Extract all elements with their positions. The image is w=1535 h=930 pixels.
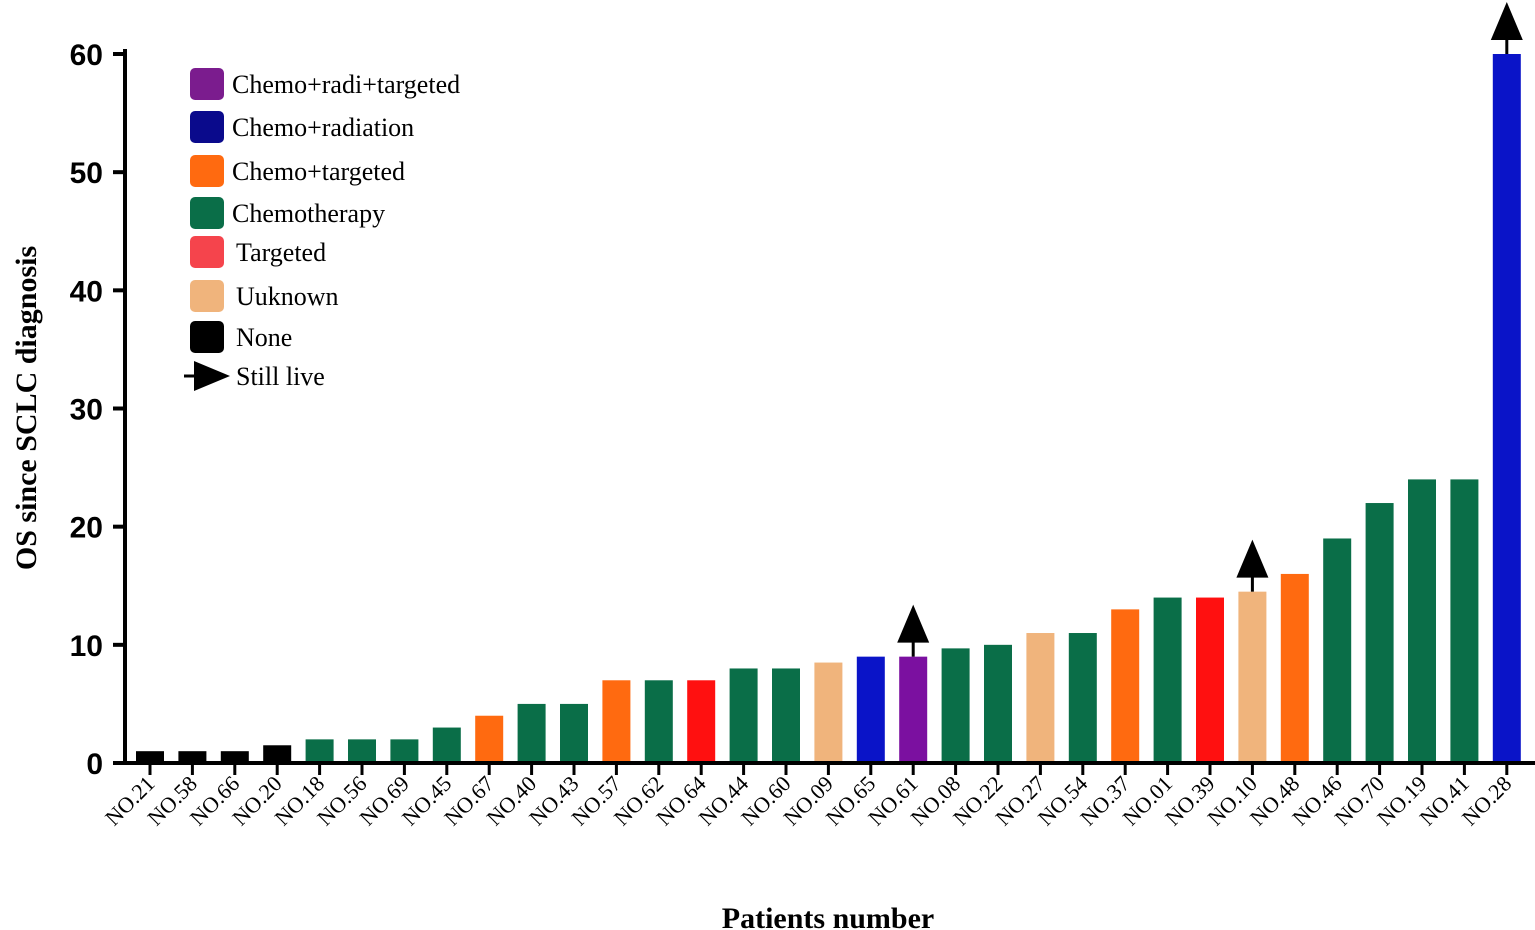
bar-no-46	[1323, 538, 1352, 763]
bar-no-40	[517, 703, 546, 763]
x-axis-title: Patients number	[722, 902, 935, 930]
legend: Chemo+radi+targeted Chemo+radiation Chemo+…	[184, 68, 460, 391]
legend-label: Targeted	[236, 238, 326, 267]
legend-swatch	[190, 111, 224, 143]
bar-no-37	[1111, 609, 1140, 763]
legend-label: Chemo+targeted	[232, 157, 405, 186]
bar-no-60	[772, 668, 800, 763]
legend-label: Chemotherapy	[232, 199, 385, 228]
bar-no-62	[644, 680, 673, 763]
y-axis-title: OS since SCLC diagnosis	[10, 246, 43, 570]
legend-label: Uuknown	[236, 282, 339, 311]
legend-swatch	[190, 321, 224, 353]
still-live-legend-icon	[194, 361, 230, 391]
bar-no-65	[856, 656, 885, 763]
legend-swatch	[190, 68, 224, 100]
still-live-arrow-icon	[1236, 539, 1269, 578]
x-tick-label: NO.28	[1457, 771, 1517, 831]
bar-no-20	[263, 745, 292, 763]
bar-no-41	[1450, 479, 1479, 763]
bar-no-10	[1238, 591, 1267, 763]
bar-no-69	[390, 739, 419, 763]
bar-no-27	[1026, 633, 1055, 763]
still-live-arrow-icon	[897, 604, 930, 643]
bar-no-22	[984, 644, 1012, 763]
y-tick-label: 10	[70, 630, 103, 663]
legend-label: Chemo+radiation	[232, 113, 414, 142]
legend-label-still-live: Still live	[236, 362, 325, 391]
bar-no-39	[1196, 597, 1224, 763]
y-tick-label: 60	[70, 39, 103, 72]
still-live-arrow-icon	[1490, 2, 1523, 40]
bar-no-18	[305, 739, 334, 763]
bars	[136, 54, 1521, 763]
bar-no-01	[1153, 597, 1182, 763]
y-tick-label: 0	[86, 748, 103, 781]
bar-no-09	[814, 662, 843, 763]
legend-swatch	[190, 280, 224, 312]
bar-no-28	[1492, 54, 1521, 763]
bar-no-56	[348, 739, 376, 763]
bar-no-66	[220, 751, 249, 763]
y-tick-label: 40	[70, 275, 103, 308]
bar-no-57	[602, 680, 631, 763]
y-tick-label: 50	[70, 157, 103, 190]
y-tick-label: 30	[70, 394, 103, 427]
legend-swatch	[190, 155, 224, 187]
bar-no-58	[178, 751, 207, 763]
still-live-markers	[897, 2, 1523, 657]
legend-swatch	[190, 236, 224, 268]
bar-no-61	[899, 656, 928, 763]
bar-no-44	[729, 668, 758, 763]
bar-no-21	[136, 751, 164, 763]
legend-swatch	[190, 197, 224, 229]
y-tick-label: 20	[70, 512, 103, 545]
bar-no-70	[1365, 503, 1394, 763]
bar-no-64	[687, 680, 716, 763]
x-axis: NO.21NO.58NO.66NO.20NO.18NO.56NO.69NO.45…	[100, 761, 1535, 831]
bar-no-43	[560, 703, 588, 763]
bar-no-48	[1280, 573, 1309, 763]
legend-label: None	[236, 323, 292, 352]
y-axis: 0 10 20 30 40 50 60	[70, 39, 127, 781]
bar-no-45	[432, 727, 461, 763]
legend-label: Chemo+radi+targeted	[232, 70, 460, 99]
bar-no-19	[1408, 479, 1436, 763]
bar-no-08	[941, 648, 970, 763]
bar-no-54	[1068, 633, 1097, 763]
bar-no-67	[475, 715, 504, 763]
